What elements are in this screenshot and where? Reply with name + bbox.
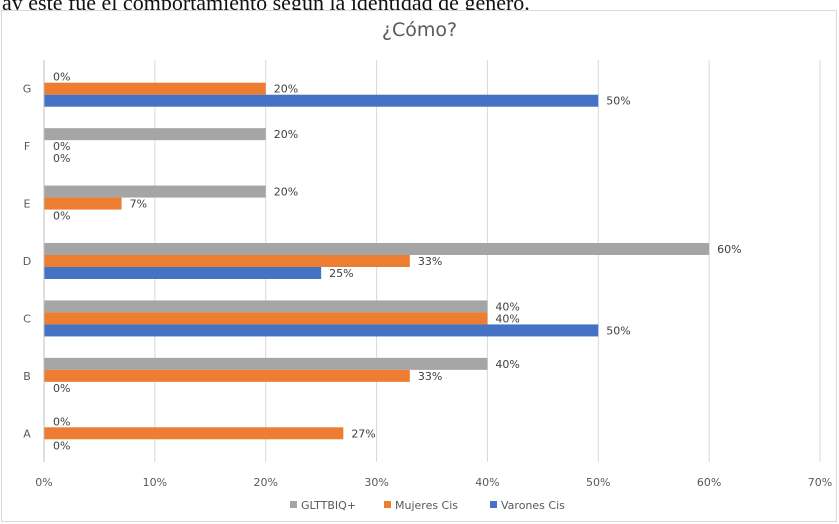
data-label: 27%	[351, 427, 375, 440]
legend-label: GLTTBIQ+	[301, 499, 356, 512]
bar	[44, 300, 488, 313]
x-tick-label: 30%	[364, 476, 388, 489]
legend-label: Mujeres Cis	[395, 499, 458, 512]
bar	[44, 94, 599, 107]
y-tick-label: G	[23, 83, 32, 96]
x-tick-label: 0%	[35, 476, 52, 489]
data-label: 50%	[606, 95, 630, 108]
x-tick-label: 10%	[143, 476, 167, 489]
bar	[44, 185, 266, 198]
bar	[44, 312, 488, 325]
data-label: 40%	[495, 300, 519, 313]
legend-label: Varones Cis	[501, 499, 565, 512]
data-label: 33%	[418, 255, 442, 268]
data-label: 20%	[274, 128, 298, 141]
bar	[44, 267, 322, 279]
bar	[44, 324, 599, 337]
bar	[44, 128, 266, 141]
y-tick-label: B	[23, 370, 31, 383]
data-label: 0%	[53, 439, 70, 452]
data-label: 50%	[606, 324, 630, 337]
x-tick-label: 50%	[586, 476, 610, 489]
bar	[44, 357, 488, 370]
y-tick-label: D	[23, 255, 31, 268]
data-label: 0%	[53, 140, 70, 153]
bar	[44, 255, 410, 267]
data-label: 0%	[53, 382, 70, 395]
data-label: 0%	[53, 415, 70, 428]
y-tick-label: A	[23, 427, 31, 440]
data-label: 25%	[329, 267, 353, 280]
data-label: 60%	[717, 243, 741, 256]
chart-title: ¿Cómo?	[381, 19, 458, 41]
data-label: 20%	[274, 83, 298, 96]
y-tick-label: E	[24, 198, 31, 211]
y-tick-label: F	[24, 140, 30, 153]
data-label: 20%	[274, 186, 298, 199]
data-label: 40%	[495, 312, 519, 325]
bar	[44, 427, 344, 440]
bar	[44, 82, 266, 95]
bar	[44, 197, 122, 210]
legend-swatch	[490, 501, 497, 508]
x-tick-label: 40%	[475, 476, 499, 489]
data-label: 40%	[495, 358, 519, 371]
x-tick-label: 20%	[253, 476, 277, 489]
legend-swatch	[384, 501, 391, 508]
data-label: 0%	[53, 210, 70, 223]
data-label: 33%	[418, 370, 442, 383]
data-label: 0%	[53, 152, 70, 165]
bar	[44, 243, 710, 255]
y-tick-label: C	[23, 312, 31, 325]
data-label: 0%	[53, 71, 70, 84]
legend-swatch	[290, 501, 297, 508]
data-label: 7%	[130, 198, 147, 211]
x-tick-label: 60%	[697, 476, 721, 489]
x-tick-label: 70%	[808, 476, 832, 489]
bar	[44, 369, 410, 382]
